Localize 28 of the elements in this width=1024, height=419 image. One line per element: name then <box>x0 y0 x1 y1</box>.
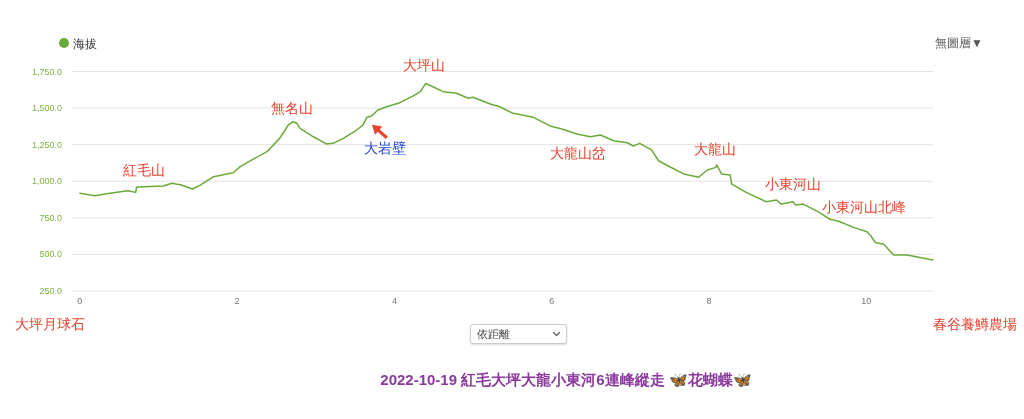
dropdown: 依距離 <box>470 324 567 344</box>
annotation: 無名山 <box>270 99 313 116</box>
y-tick-label: 1,250.0 <box>31 139 62 150</box>
annotation: 小東河山北峰 <box>821 199 906 216</box>
y-tick-label: 500.0 <box>39 249 62 260</box>
x-tick-label: 6 <box>549 296 555 306</box>
annotation: 大坪山 <box>402 57 445 74</box>
annotation: 大龍山 <box>693 141 736 158</box>
y-tick-label: 750.0 <box>39 212 62 223</box>
y-tick-label: 250.0 <box>39 286 62 296</box>
x-tick-label: 0 <box>77 296 83 306</box>
x-tick-label: 2 <box>234 296 240 306</box>
y-tick-label: 1,750.0 <box>31 66 62 77</box>
x-tick-label: 4 <box>391 296 397 306</box>
annotation: 小東河山 <box>765 175 822 192</box>
text: 春谷養鱒農場 <box>933 316 1017 332</box>
annotation: 紅毛山 <box>122 161 165 178</box>
annotation: 大龍山岔 <box>550 144 607 161</box>
text: 大坪月球石 <box>15 316 85 332</box>
text: 2022-10-19 紅毛大坪大龍小東河6連峰縱走 🦋花蝴蝶🦋 <box>380 371 752 388</box>
annotation: 大岩壁 <box>363 139 406 156</box>
y-tick-label: 1,000.0 <box>31 176 62 187</box>
x-tick-label: 10 <box>861 296 872 306</box>
y-tick-label: 1,500.0 <box>31 103 62 114</box>
x-tick-label: 8 <box>706 296 712 306</box>
text: 無圖層▼ <box>935 36 983 50</box>
legend-label: 海拔 <box>73 36 97 51</box>
legend: 海拔 <box>59 36 97 51</box>
